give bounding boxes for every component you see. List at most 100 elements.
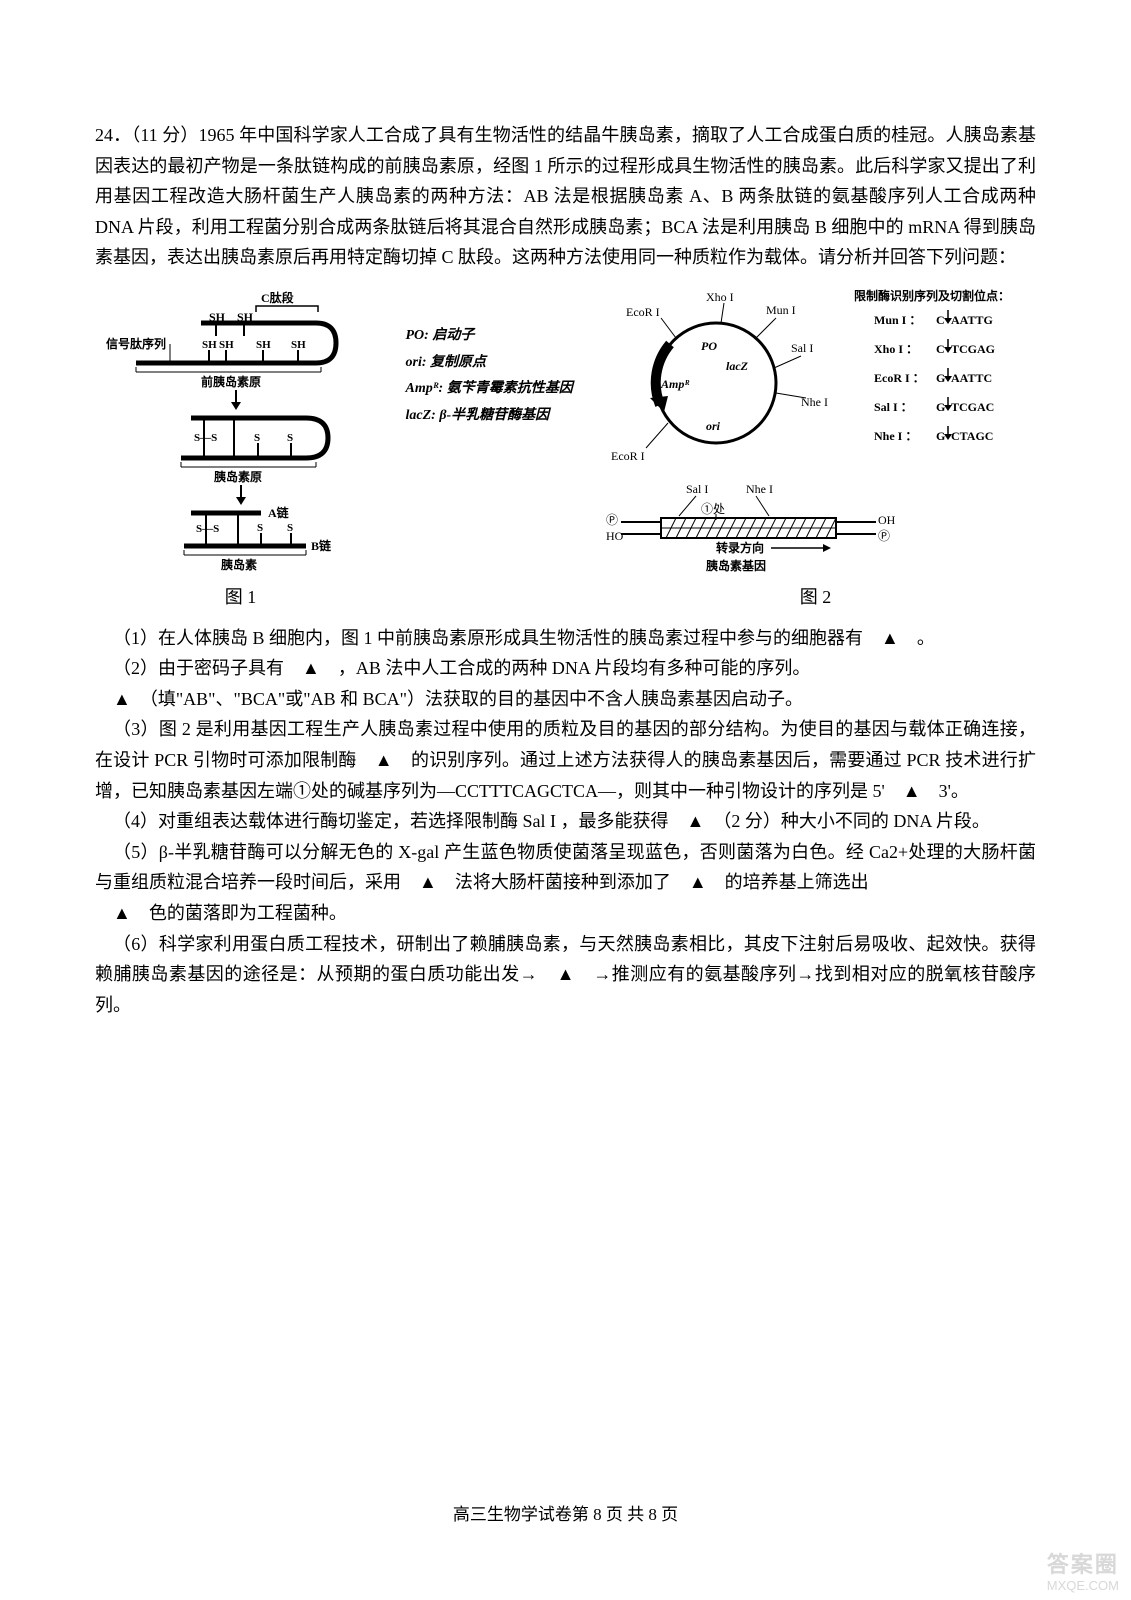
fig1-achain: A链	[268, 505, 290, 520]
gene-nhe: Nhe I	[746, 482, 773, 496]
question-stem: 24．（11 分）1965 年中国科学家人工合成了具有生物活性的结晶牛胰岛素，摘…	[95, 120, 1036, 273]
subq2-text: （2）由于密码子具有	[113, 658, 302, 678]
subq5b-text: 色的菌落即为工程菌种。	[131, 903, 347, 923]
enzyme-seq-right-3: TCGAC	[951, 400, 994, 414]
enzyme-name-4: Nhe I ：	[874, 429, 917, 443]
subq-6: （6）科学家利用蛋白质工程技术，研制出了赖脯胰岛素，与天然胰岛素相比，其皮下注射…	[95, 929, 1036, 1021]
legend-lacz: lacZ: β-半乳糖苷酶基因	[406, 403, 576, 430]
enzyme-seq-left-0: C	[936, 313, 945, 327]
fig1-sh6: SH	[291, 339, 306, 351]
watermark-line2: MXQE.COM	[1047, 1578, 1119, 1594]
fig1-bchain: B链	[311, 538, 332, 553]
enzyme-seq-right-4: CTAGC	[951, 429, 993, 443]
fig1-sh5: SH	[256, 339, 271, 351]
subq1-end: 。	[899, 628, 935, 648]
fig1-s3: S	[254, 432, 260, 444]
subq-2b: ▲ （填"AB"、"BCA"或"AB 和 BCA"）法获取的目的基因中不含人胰岛…	[95, 684, 1036, 715]
watermark-line1: 答案圈	[1047, 1552, 1119, 1578]
subq1-text: （1）在人体胰岛 B 细胞内，图 1 中前胰岛素原形成具生物活性的胰岛素过程中参…	[113, 628, 881, 648]
gene-mark1: ①处	[701, 502, 725, 516]
blank-5b: ▲	[689, 872, 707, 892]
figure-1-svg: C肽段 SH SH SH SH SH SH 信号肽序列	[106, 288, 376, 578]
page-footer: 高三生物学试卷第 8 页 共 8 页	[0, 1501, 1131, 1530]
subq5-end: 的培养基上筛选出	[707, 872, 869, 892]
subq4-end: （2 分）种大小不同的 DNA 片段。	[704, 811, 990, 831]
legend-ori: ori: 复制原点	[406, 350, 576, 377]
enzyme-table-title: 限制酶识别序列及切割位点：	[854, 288, 1010, 303]
fig1-pre: 前胰岛素原	[201, 374, 261, 389]
figure-1: C肽段 SH SH SH SH SH SH 信号肽序列	[106, 288, 376, 613]
enzyme-seq-left-1: C	[936, 342, 945, 356]
subq5-mid: 法将大肠杆菌接种到添加了	[437, 872, 689, 892]
blank-5: ▲	[419, 872, 437, 892]
fig1-sh: SH	[209, 310, 226, 324]
fig1-sh2: SH	[237, 310, 254, 324]
blank-6: ▲	[557, 964, 575, 984]
blank-5c: ▲	[113, 903, 131, 923]
question-intro: 1965 年中国科学家人工合成了具有生物活性的结晶牛胰岛素，摘取了人工合成蛋白质…	[95, 125, 1036, 267]
plasmid-lacz-label: lacZ	[726, 359, 749, 373]
enzyme-seq-left-3: G	[936, 400, 945, 414]
plasmid-ecor1b: EcoR I	[611, 449, 645, 463]
blank-3b: ▲	[903, 781, 921, 801]
gene-label: 胰岛素基因	[706, 558, 766, 573]
figure-2-svg: EcoR I Xho I Mun I Sal I Nhe I EcoR I PO…	[606, 288, 1026, 578]
blank-2: ▲	[302, 658, 320, 678]
plasmid-ecor1a: EcoR I	[626, 305, 660, 319]
subq-5: （5）β-半乳糖苷酶可以分解无色的 X-gal 产生蓝色物质使菌落呈现蓝色，否则…	[95, 837, 1036, 898]
legend-block: PO: 启动子 ori: 复制原点 Ampᴿ: 氨苄青霉素抗性基因 lacZ: …	[406, 288, 576, 613]
enzyme-seq-left-2: G	[936, 371, 945, 385]
enzyme-seq-left-4: G	[936, 429, 945, 443]
enzyme-seq-right-1: TCGAG	[951, 342, 995, 356]
subq-2: （2）由于密码子具有 ▲ ，AB 法中人工合成的两种 DNA 片段均有多种可能的…	[95, 653, 1036, 684]
gene-p-right: Ⓟ	[878, 529, 890, 543]
legend-po: PO: 启动子	[406, 323, 576, 350]
plasmid-xho1: Xho I	[706, 290, 734, 304]
gene-oh-right: OH	[878, 513, 896, 527]
legend-amp: Ampᴿ: 氨苄青霉素抗性基因	[406, 376, 576, 403]
subq4-text: （4）对重组表达载体进行酶切鉴定，若选择限制酶 Sal I ，最多能获得	[113, 811, 687, 831]
blank-4: ▲	[687, 811, 705, 831]
gene-transcribe: 转录方向	[716, 540, 764, 555]
fig1-sh3: SH	[202, 339, 217, 351]
fig1-s4: S	[287, 432, 293, 444]
enzyme-seq-right-0: AATTG	[951, 313, 993, 327]
plasmid-nhe1: Nhe I	[801, 395, 828, 409]
enzyme-name-3: Sal I ：	[874, 400, 913, 414]
watermark: 答案圈 MXQE.COM	[1047, 1552, 1119, 1594]
fig1-ss2: S—S	[196, 523, 219, 535]
gene-sal: Sal I	[686, 482, 708, 496]
subq-4: （4）对重组表达载体进行酶切鉴定，若选择限制酶 Sal I ，最多能获得 ▲ （…	[95, 806, 1036, 837]
fig2-caption: 图 2	[800, 582, 832, 613]
fig1-cpeptide: C肽段	[261, 290, 295, 305]
enzyme-name-0: Mun I ：	[874, 313, 921, 327]
gene-p-left: Ⓟ	[606, 513, 618, 527]
fig1-ss1: S—S	[194, 432, 217, 444]
fig1-s5: S	[257, 522, 263, 534]
gene-ho-left: HO	[606, 529, 624, 543]
blank-2b: ▲	[113, 689, 131, 709]
fig1-ins: 胰岛素	[221, 557, 257, 572]
plasmid-ori-label: ori	[706, 419, 721, 433]
plasmid-amp-label: Ampᴿ	[660, 377, 689, 391]
plasmid-sal1: Sal I	[791, 341, 813, 355]
figure-area: C肽段 SH SH SH SH SH SH 信号肽序列	[95, 288, 1036, 613]
plasmid-po-label: PO	[701, 339, 717, 353]
enzyme-seq-right-2: AATTC	[951, 371, 992, 385]
question-number: 24．（11 分）	[95, 125, 199, 145]
fig1-sh4: SH	[219, 339, 234, 351]
enzyme-name-1: Xho I ：	[874, 342, 918, 356]
enzyme-name-2: EcoR I ：	[874, 371, 925, 385]
subq-3: （3）图 2 是利用基因工程生产人胰岛素过程中使用的质粒及目的基因的部分结构。为…	[95, 714, 1036, 806]
fig1-pro: 胰岛素原	[214, 469, 262, 484]
subq2b-text: （填"AB"、"BCA"或"AB 和 BCA"）法获取的目的基因中不含人胰岛素基…	[131, 689, 803, 709]
figure-2: EcoR I Xho I Mun I Sal I Nhe I EcoR I PO…	[606, 288, 1026, 613]
fig1-s6: S	[287, 522, 293, 534]
subq3-end: 3'。	[921, 781, 969, 801]
subq2-mid: ，AB 法中人工合成的两种 DNA 片段均有多种可能的序列。	[320, 658, 811, 678]
plasmid-mun1: Mun I	[766, 303, 796, 317]
fig1-signal: 信号肽序列	[106, 336, 166, 351]
blank-1: ▲	[881, 628, 899, 648]
subq-5b: ▲ 色的菌落即为工程菌种。	[95, 898, 1036, 929]
blank-3: ▲	[375, 750, 393, 770]
